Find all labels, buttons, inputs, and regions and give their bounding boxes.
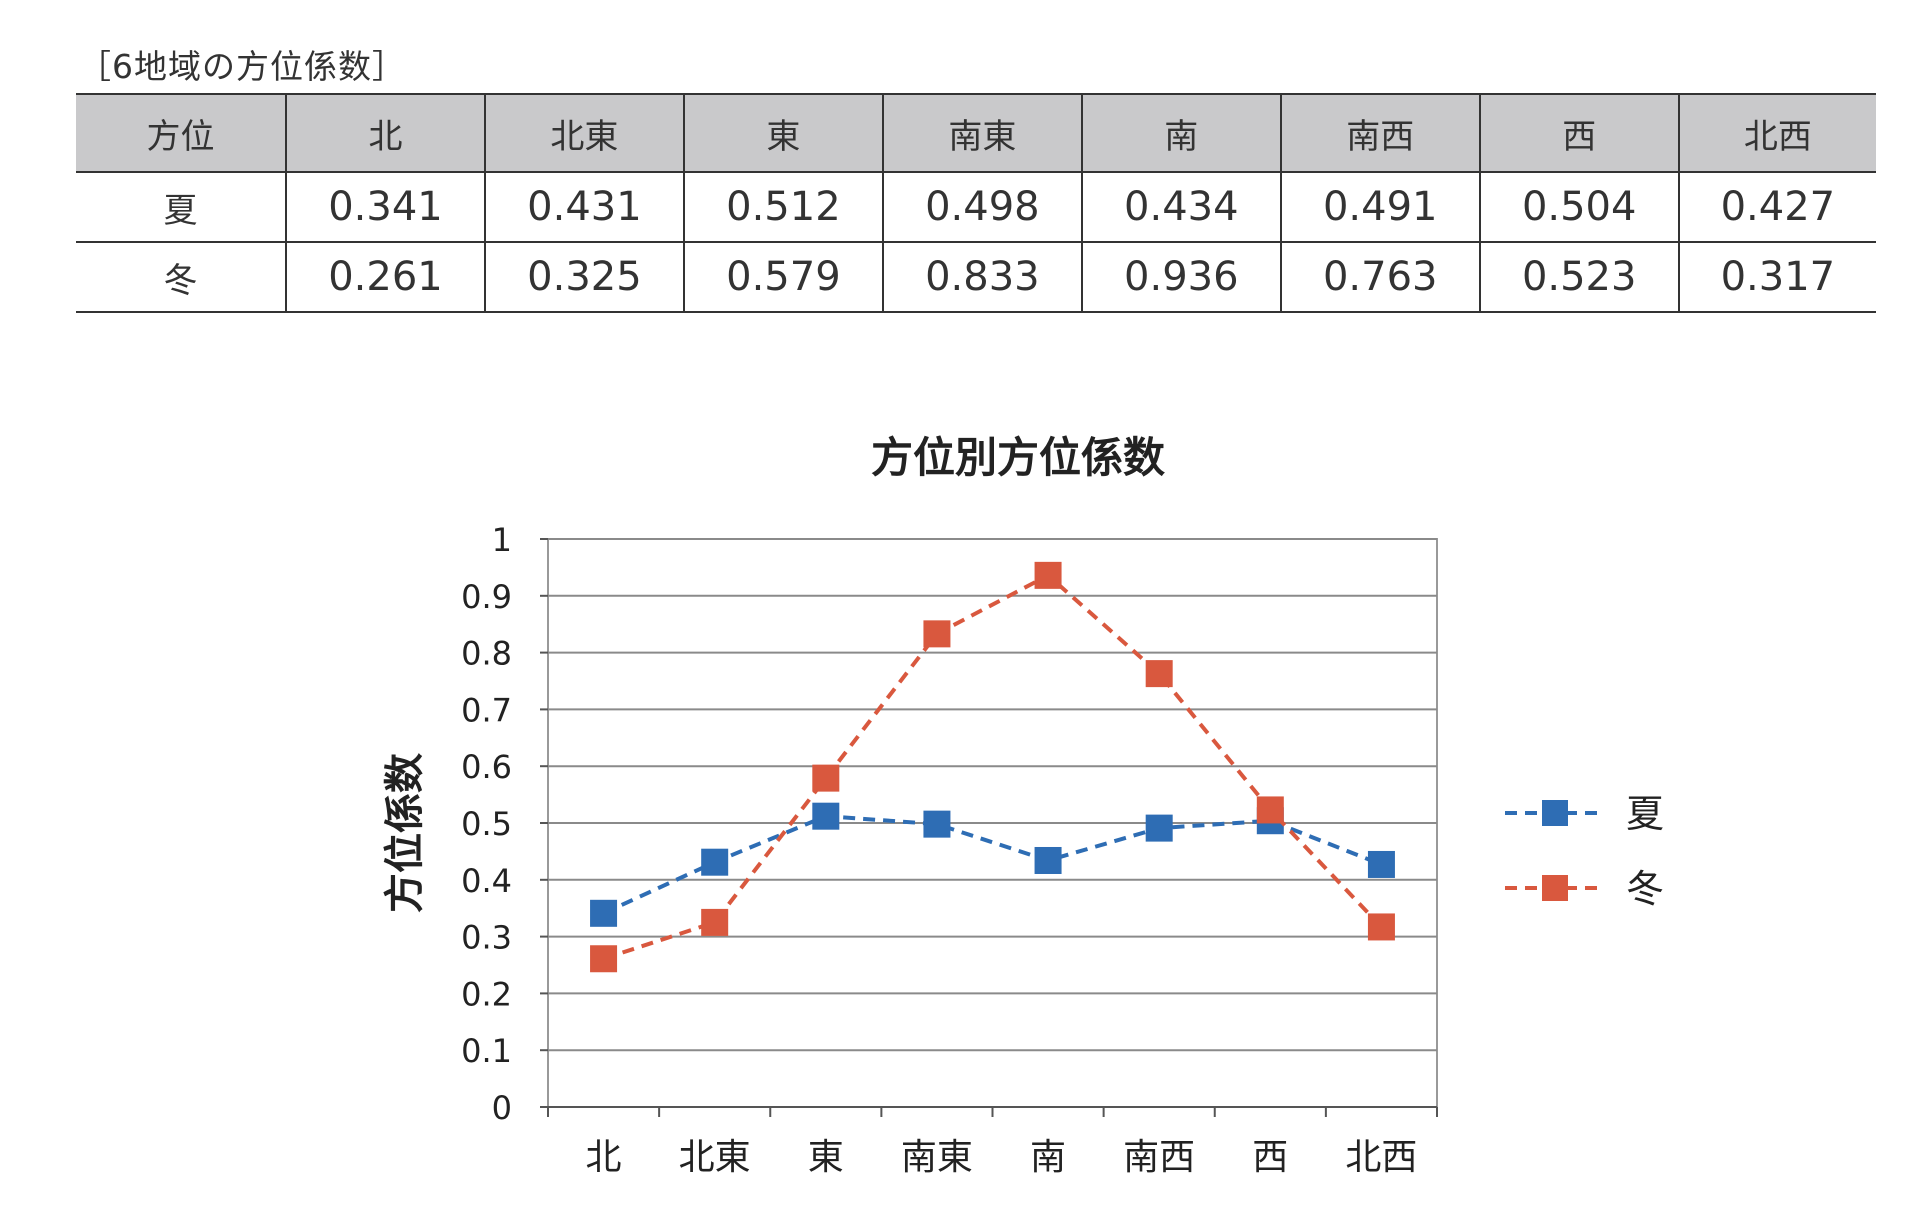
table-cell: 0.579 bbox=[682, 242, 883, 313]
y-tick-label: 0.2 bbox=[461, 975, 512, 1013]
legend-label: 夏 bbox=[1626, 792, 1664, 836]
data-point bbox=[701, 908, 729, 936]
table-cell: 0.431 bbox=[483, 172, 684, 243]
series-line-1 bbox=[602, 572, 1383, 961]
table-row-summer: 夏 0.341 0.431 0.512 0.498 0.434 0.491 0.… bbox=[76, 172, 1876, 243]
data-point bbox=[1367, 913, 1395, 941]
table-cell: 0.936 bbox=[1080, 242, 1281, 313]
y-tick-label: 0 bbox=[492, 1089, 512, 1127]
x-tick-label: 東 bbox=[808, 1137, 844, 1178]
table-cell: 0.317 bbox=[1677, 242, 1876, 313]
data-point bbox=[923, 620, 951, 648]
table-caption: ［6地域の方位係数］ bbox=[78, 47, 406, 86]
legend-label: 冬 bbox=[1626, 867, 1664, 911]
table-cell: 0.498 bbox=[881, 172, 1082, 243]
x-tick-label: 北 bbox=[586, 1137, 622, 1178]
table-header-row: 方位 北 北東 東 南東 南 南西 西 北西 bbox=[76, 93, 1876, 173]
row-label-winter: 冬 bbox=[76, 242, 286, 313]
y-axis-label: 方位係数 bbox=[382, 753, 428, 913]
legend-marker bbox=[1542, 875, 1568, 901]
table-cell: 0.325 bbox=[483, 242, 684, 313]
legend-marker bbox=[1542, 800, 1568, 826]
chart-title: 方位別方位係数 bbox=[871, 433, 1165, 482]
x-tick-label: 西 bbox=[1252, 1137, 1288, 1178]
header-cell-east: 東 bbox=[682, 93, 883, 173]
x-tick-label: 南 bbox=[1030, 1137, 1066, 1178]
data-point bbox=[701, 848, 729, 876]
table-cell: 0.491 bbox=[1279, 172, 1480, 243]
x-tick-label: 北東 bbox=[679, 1137, 751, 1178]
table-cell: 0.512 bbox=[682, 172, 883, 243]
x-tick-label: 南東 bbox=[901, 1137, 973, 1178]
table-cell: 0.427 bbox=[1677, 172, 1876, 243]
header-cell-northwest: 北西 bbox=[1677, 93, 1876, 173]
y-tick-label: 0.7 bbox=[461, 691, 512, 729]
series-line-0 bbox=[602, 814, 1383, 916]
table-row-winter: 冬 0.261 0.325 0.579 0.833 0.936 0.763 0.… bbox=[76, 242, 1876, 313]
coefficient-table: 方位 北 北東 東 南東 南 南西 西 北西 夏 0.341 0.431 0.5… bbox=[76, 93, 1876, 313]
header-cell-northeast: 北東 bbox=[483, 93, 684, 173]
y-tick-label: 0.3 bbox=[461, 919, 512, 957]
data-point bbox=[590, 899, 618, 927]
data-point bbox=[1145, 660, 1173, 688]
data-point bbox=[812, 802, 840, 830]
table-cell: 0.504 bbox=[1478, 172, 1679, 243]
y-tick-label: 1 bbox=[492, 521, 512, 559]
table-cell: 0.341 bbox=[285, 172, 485, 243]
table-cell: 0.434 bbox=[1080, 172, 1281, 243]
data-point bbox=[1034, 846, 1062, 874]
table-cell: 0.833 bbox=[881, 242, 1082, 313]
y-tick-label: 0.8 bbox=[461, 635, 512, 673]
data-point bbox=[923, 810, 951, 838]
y-tick-label: 0.6 bbox=[461, 748, 512, 786]
header-cell-west: 西 bbox=[1478, 93, 1679, 173]
y-tick-label: 0.5 bbox=[461, 805, 512, 843]
table-cell: 0.523 bbox=[1478, 242, 1679, 313]
header-cell-southwest: 南西 bbox=[1279, 93, 1480, 173]
header-cell-direction: 方位 bbox=[76, 93, 286, 173]
data-point bbox=[1256, 796, 1284, 824]
header-cell-southeast: 南東 bbox=[881, 93, 1082, 173]
data-point bbox=[1367, 850, 1395, 878]
header-cell-south: 南 bbox=[1080, 93, 1281, 173]
data-point bbox=[590, 945, 618, 973]
y-tick-label: 0.1 bbox=[461, 1032, 512, 1070]
table-cell: 0.763 bbox=[1279, 242, 1480, 313]
y-tick-label: 0.9 bbox=[461, 578, 512, 616]
data-point bbox=[1034, 561, 1062, 589]
table-cell: 0.261 bbox=[285, 242, 485, 313]
plot-area: 0 0.1 0.2 0.3 0.4 0.5 0.6 0.7 0.8 0.9 1 北 北東 東 南東 南 南西 西 北… bbox=[461, 521, 1438, 1178]
x-tick-label: 南西 bbox=[1123, 1137, 1195, 1178]
data-point bbox=[1145, 814, 1173, 842]
legend: 夏冬 bbox=[1505, 792, 1664, 911]
row-label-summer: 夏 bbox=[76, 172, 286, 243]
header-cell-north: 北 bbox=[285, 93, 485, 173]
y-tick-label: 0.4 bbox=[461, 862, 512, 900]
x-tick-label: 北西 bbox=[1345, 1137, 1417, 1178]
data-point bbox=[812, 764, 840, 792]
